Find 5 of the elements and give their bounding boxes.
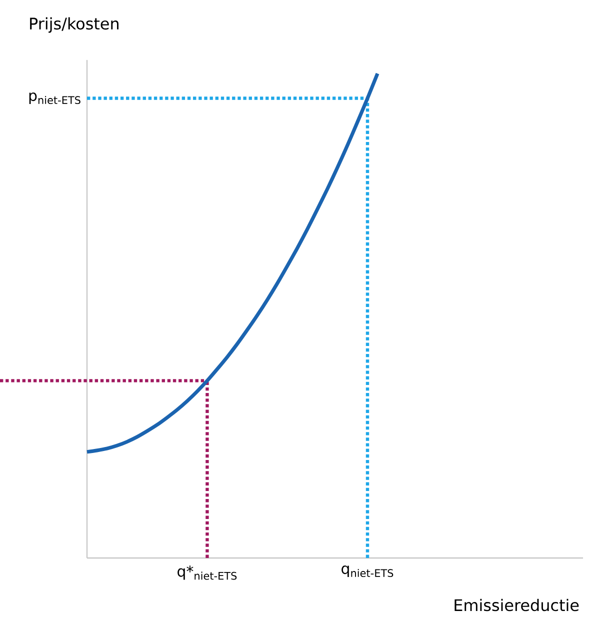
x-tick-label: q$_{niet-ETS}$ bbox=[342, 566, 394, 578]
ref-line-label: p$_{niet-ETS}$ bbox=[29, 92, 80, 104]
x-axis-title: Emissiereductie bbox=[454, 598, 579, 612]
x-tick-label: q*$_{niet-ETS}$ bbox=[178, 566, 237, 580]
y-axis-title: Prijs/kosten bbox=[30, 17, 118, 33]
